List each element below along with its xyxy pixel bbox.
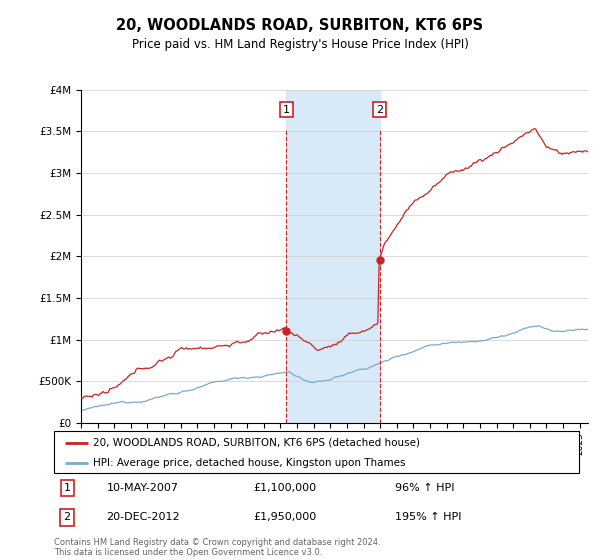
Text: 20, WOODLANDS ROAD, SURBITON, KT6 6PS: 20, WOODLANDS ROAD, SURBITON, KT6 6PS [116, 18, 484, 33]
Text: Price paid vs. HM Land Registry's House Price Index (HPI): Price paid vs. HM Land Registry's House … [131, 38, 469, 51]
Bar [286, 90, 380, 423]
Text: Contains HM Land Registry data © Crown copyright and database right 2024.
This d: Contains HM Land Registry data © Crown c… [54, 538, 380, 557]
FancyBboxPatch shape [54, 431, 579, 473]
Text: 20, WOODLANDS ROAD, SURBITON, KT6 6PS (detached house): 20, WOODLANDS ROAD, SURBITON, KT6 6PS (d… [94, 438, 421, 448]
Text: 1: 1 [283, 105, 290, 115]
Text: 1: 1 [64, 483, 71, 493]
Text: 10-MAY-2007: 10-MAY-2007 [107, 483, 179, 493]
Text: £1,100,000: £1,100,000 [254, 483, 317, 493]
Text: 20-DEC-2012: 20-DEC-2012 [107, 512, 180, 522]
Text: 2: 2 [376, 105, 383, 115]
Text: HPI: Average price, detached house, Kingston upon Thames: HPI: Average price, detached house, King… [94, 458, 406, 468]
Text: 195% ↑ HPI: 195% ↑ HPI [395, 512, 462, 522]
Text: £1,950,000: £1,950,000 [254, 512, 317, 522]
Text: 2: 2 [64, 512, 71, 522]
Text: 96% ↑ HPI: 96% ↑ HPI [395, 483, 455, 493]
